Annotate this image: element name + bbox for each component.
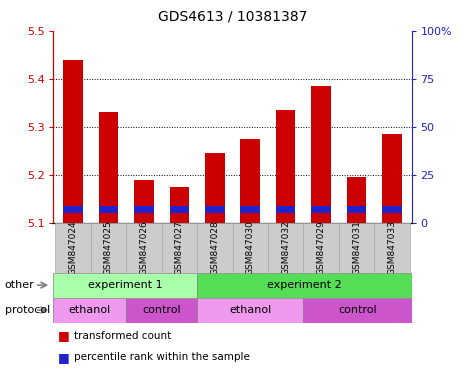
Text: ■: ■	[58, 351, 70, 364]
Text: GDS4613 / 10381387: GDS4613 / 10381387	[158, 10, 307, 23]
Text: ethanol: ethanol	[69, 305, 111, 315]
Bar	[126, 298, 197, 323]
Bar	[197, 223, 232, 273]
Bar	[382, 134, 402, 223]
Bar	[55, 223, 91, 273]
Bar	[303, 298, 412, 323]
Text: GSM847032: GSM847032	[281, 220, 290, 275]
Bar	[374, 223, 410, 273]
Bar	[63, 60, 83, 223]
Text: percentile rank within the sample: percentile rank within the sample	[74, 352, 250, 362]
Bar	[53, 273, 197, 298]
Bar	[126, 223, 162, 273]
Bar	[170, 187, 189, 223]
Bar	[91, 223, 126, 273]
Bar	[382, 206, 402, 213]
Text: GSM847026: GSM847026	[140, 220, 148, 275]
Text: GSM847025: GSM847025	[104, 220, 113, 275]
Bar	[99, 206, 118, 213]
Bar	[339, 223, 374, 273]
Bar	[312, 206, 331, 213]
Bar	[268, 223, 303, 273]
Bar	[276, 110, 295, 223]
Text: GSM847029: GSM847029	[317, 220, 326, 275]
Bar	[303, 223, 339, 273]
Bar	[162, 223, 197, 273]
Bar	[53, 298, 126, 323]
Bar	[99, 112, 118, 223]
Bar	[240, 206, 260, 213]
Bar	[205, 206, 225, 213]
Bar	[197, 273, 412, 298]
Text: GSM847031: GSM847031	[352, 220, 361, 275]
Bar	[276, 206, 295, 213]
Text: GSM847030: GSM847030	[246, 220, 255, 275]
Bar	[232, 223, 268, 273]
Text: other: other	[5, 280, 34, 290]
Text: transformed count: transformed count	[74, 331, 172, 341]
Bar	[170, 206, 189, 213]
Text: ethanol: ethanol	[229, 305, 272, 315]
Text: control: control	[338, 305, 377, 315]
Text: ■: ■	[58, 329, 70, 343]
Text: GSM847024: GSM847024	[68, 220, 78, 275]
Bar	[205, 153, 225, 223]
Bar	[197, 298, 303, 323]
Text: GSM847033: GSM847033	[387, 220, 397, 275]
Bar	[63, 206, 83, 213]
Bar	[240, 139, 260, 223]
Text: protocol: protocol	[5, 305, 50, 315]
Bar	[134, 206, 153, 213]
Bar	[347, 177, 366, 223]
Text: GSM847027: GSM847027	[175, 220, 184, 275]
Text: experiment 2: experiment 2	[267, 280, 342, 290]
Bar	[134, 179, 153, 223]
Bar	[347, 206, 366, 213]
Bar	[312, 86, 331, 223]
Text: control: control	[142, 305, 181, 315]
Text: GSM847028: GSM847028	[210, 220, 219, 275]
Text: experiment 1: experiment 1	[88, 280, 163, 290]
